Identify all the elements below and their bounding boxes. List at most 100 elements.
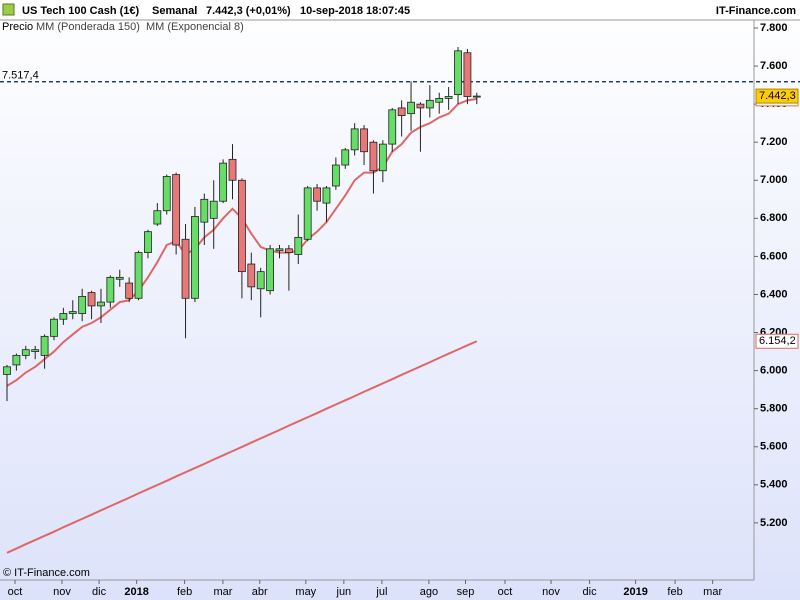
y-tick-label: 7.200 <box>760 136 788 148</box>
x-tick-label: oct <box>8 586 23 598</box>
x-tick-label: 2019 <box>623 586 647 598</box>
x-tick-label: ago <box>420 586 438 598</box>
candle-body <box>435 98 444 103</box>
candle-body <box>181 238 190 299</box>
candle-body <box>106 276 115 303</box>
candle-body <box>322 187 331 204</box>
candle-body <box>153 210 162 225</box>
candle-body <box>59 313 68 320</box>
candle-body <box>238 179 246 273</box>
logo-icon <box>2 3 15 16</box>
y-tick-label: 5.800 <box>760 403 788 415</box>
period: Semanal <box>152 5 197 17</box>
y-tick-label: 7.600 <box>760 60 788 72</box>
y-tick-label: 5.400 <box>760 479 788 491</box>
x-tick-label: mar <box>213 586 232 598</box>
candle-body <box>256 271 265 290</box>
candle-body <box>275 248 284 252</box>
brand: IT-Finance.com <box>716 5 796 17</box>
y-tick-label: 6.400 <box>760 288 788 300</box>
footer: © IT-Finance.com <box>3 567 90 579</box>
x-tick-label: abr <box>252 586 268 598</box>
x-tick-label: mar <box>703 586 722 598</box>
candle-body <box>68 311 77 314</box>
candle-body <box>331 164 340 187</box>
x-tick-label: feb <box>667 586 682 598</box>
last-price-box <box>755 88 799 104</box>
x-tick-label: 2018 <box>124 586 148 598</box>
candle-body <box>50 318 58 337</box>
x-tick-label: dic <box>92 586 107 598</box>
candle-body <box>294 236 303 255</box>
timestamp: 10-sep-2018 18:07:45 <box>300 5 410 17</box>
x-tick-label: jun <box>336 586 352 598</box>
candle-body <box>31 349 40 352</box>
y-tick-label: 5.600 <box>760 441 788 453</box>
candle-body <box>247 263 256 288</box>
candle-body <box>454 50 462 96</box>
moving-average-line <box>6 340 478 554</box>
candle-body <box>350 128 359 151</box>
header-bar <box>0 0 800 20</box>
y-tick-label: 6.000 <box>760 365 788 377</box>
candle-body <box>378 143 387 172</box>
legend: Precio MM (Ponderada 150) MM (Exponencial… <box>2 21 244 33</box>
candle-body <box>444 96 453 99</box>
candle-body <box>87 292 96 307</box>
candle-body <box>40 335 49 356</box>
legend-entry: MM (Ponderada 150) <box>36 21 140 33</box>
candle-body <box>97 301 105 307</box>
candle-body <box>209 200 218 219</box>
candle-body <box>78 295 87 314</box>
x-tick-label: nov <box>542 586 560 598</box>
legend-entry: Precio <box>2 21 33 33</box>
candle-body <box>463 52 472 97</box>
last-price-label: 7.442,3 <box>759 90 796 102</box>
candle-body <box>303 187 312 240</box>
x-tick-label: feb <box>177 586 192 598</box>
x-tick-label: sep <box>457 586 475 598</box>
y-tick-label: 6.800 <box>760 212 788 224</box>
candle-body <box>425 99 434 109</box>
candle-body <box>162 176 171 212</box>
x-tick-label: jul <box>375 586 387 598</box>
candle-body <box>341 149 350 166</box>
candle-body <box>115 276 124 280</box>
candle-body <box>266 248 274 292</box>
candle-body <box>200 198 209 223</box>
y-tick-label: 6.600 <box>760 250 788 262</box>
y-tick-label: 5.200 <box>760 517 788 529</box>
candle-body <box>191 216 199 299</box>
quote: 7.442,3 (+0,01%) <box>206 5 291 17</box>
candle-body <box>472 95 481 98</box>
candle-body <box>12 354 21 366</box>
candle-body <box>388 109 397 145</box>
candle-body <box>21 349 30 356</box>
candle-body <box>3 366 11 375</box>
candle-body <box>172 174 181 246</box>
candle-body <box>144 231 152 254</box>
candle-body <box>397 107 406 116</box>
last-value-label: 6.154,2 <box>759 335 796 347</box>
candle-body <box>369 141 378 172</box>
candle-body <box>284 248 293 254</box>
last-value-box <box>755 333 799 349</box>
y-tick-label: 7.000 <box>760 174 788 186</box>
candle-body <box>134 252 143 299</box>
candle-body <box>416 103 425 109</box>
x-tick-label: dic <box>583 586 598 598</box>
candle-body <box>228 158 237 181</box>
x-tick-label: nov <box>53 586 71 598</box>
candle-body <box>125 282 134 299</box>
x-tick-label: may <box>295 586 316 598</box>
candle-body <box>313 187 321 202</box>
reference-label: 7.517,4 <box>2 70 39 82</box>
x-tick-label: oct <box>498 586 513 598</box>
candle-body <box>360 128 368 153</box>
y-tick-label: 7.800 <box>760 22 788 34</box>
legend-entry: MM (Exponencial 8) <box>146 21 244 33</box>
candle-body <box>407 101 415 115</box>
candle-body <box>219 162 228 202</box>
